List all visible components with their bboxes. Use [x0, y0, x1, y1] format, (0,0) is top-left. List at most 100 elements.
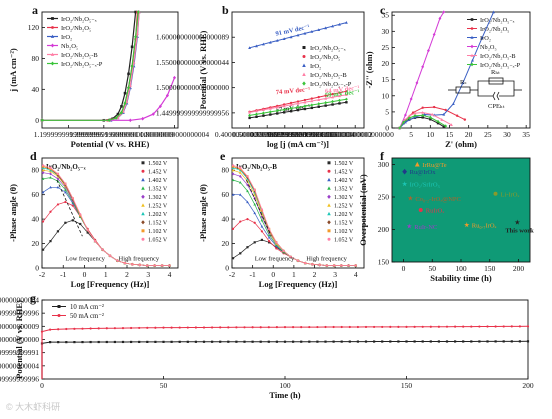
tafel-slope-label: 64 mV dec⁻¹ — [325, 85, 360, 96]
comparison-point — [407, 195, 414, 201]
panel-g-ylabel: Potential (V vs. RHE) — [14, 300, 24, 379]
series-g-point — [348, 325, 351, 329]
series-d-point — [160, 264, 164, 267]
series-g-point — [405, 340, 408, 343]
series-b-point — [310, 30, 314, 33]
series-g-point — [65, 327, 68, 331]
legend-d-marker — [141, 186, 145, 190]
series-g-point — [373, 340, 376, 343]
legend-d-marker — [141, 237, 145, 241]
series-c-point — [438, 16, 442, 21]
series-d-point — [64, 221, 67, 224]
series-b-point — [317, 105, 320, 108]
series-g-point — [146, 340, 149, 344]
panel-e-xtick-label: 3 — [333, 270, 337, 279]
series-g-point — [235, 326, 238, 329]
series-g-point — [81, 327, 84, 330]
panel-d-frame — [41, 157, 179, 269]
series-g-point — [429, 325, 432, 328]
series-e-point — [238, 174, 242, 178]
series-d-point — [49, 185, 52, 189]
series-a-point — [134, 10, 137, 14]
series-g-point — [97, 340, 100, 344]
legend-e-marker — [327, 194, 331, 199]
series-b-point — [317, 95, 320, 99]
series-b-point — [317, 102, 321, 106]
series-b-point — [248, 46, 252, 50]
panel-d-xtick-label: -2 — [39, 270, 45, 279]
panel-g-ytick-label: 1.69999999999999996 — [0, 309, 39, 318]
series-g-point — [283, 340, 287, 343]
series-d-point — [64, 188, 67, 191]
legend-g-marker — [57, 314, 61, 317]
legend-a-marker — [50, 61, 55, 66]
series-b-point — [282, 111, 286, 114]
series-b-point — [282, 103, 286, 106]
series-a-point — [116, 112, 120, 116]
legend-d-marker — [141, 177, 145, 182]
series-b-point — [296, 100, 300, 103]
series-c-point — [451, 102, 455, 106]
series-d-point — [64, 200, 67, 204]
comparison-point — [406, 223, 412, 229]
series-c-point — [428, 115, 432, 120]
trend-arrow — [56, 179, 83, 237]
series-g-point — [470, 325, 473, 328]
panel-b-ytick-label: 1.449999999999999956 — [156, 108, 229, 117]
series-g-point — [243, 326, 246, 329]
panel-d-ytick-label: 60 — [32, 190, 40, 199]
panel-b-letter: b — [222, 3, 229, 17]
legend-e-label: 1.102 V — [334, 229, 354, 235]
legend-d-marker — [141, 194, 145, 199]
series-a-point — [158, 104, 162, 109]
series-e-point — [260, 218, 264, 222]
series-g-point — [421, 325, 424, 328]
series-a-point — [130, 64, 134, 68]
series-b-point — [303, 107, 307, 111]
series-c-point — [421, 116, 424, 119]
panel-b-xtick-label: 0.40000000000000002 — [215, 130, 285, 139]
panel-c-ytick-label: 25 — [382, 43, 390, 52]
panel-g-xtick-label: 100 — [279, 381, 291, 390]
comparison-label: IrRu@Te — [422, 162, 446, 169]
trend-arrow — [246, 179, 272, 237]
series-e-point — [239, 167, 242, 171]
series-b-point — [338, 102, 341, 105]
legend-a-marker — [50, 52, 55, 56]
series-d-point — [71, 219, 74, 222]
series-d-point — [49, 166, 52, 169]
legend-b-label: IrO₂ — [310, 63, 321, 70]
series-g-point — [308, 325, 311, 329]
series-g-point — [154, 340, 157, 343]
series-g-point — [316, 325, 319, 329]
series-g-point — [49, 328, 52, 331]
series-e-point — [325, 264, 328, 267]
series-c-point — [413, 114, 417, 118]
legend-e-label: 1.202 V — [334, 212, 354, 218]
series-g-point — [494, 340, 497, 343]
series-b-point — [261, 42, 265, 46]
series-g-point — [445, 325, 449, 328]
panel-e-ytick-label: 0 — [225, 264, 229, 273]
legend-c-marker — [470, 27, 474, 30]
legend-d-label: 1.202 V — [148, 212, 168, 218]
series-a-point — [128, 118, 132, 123]
annotation-high-frequency: High frequency — [306, 256, 347, 263]
series-b-point — [275, 109, 279, 113]
legend-c-label: IrO₂/Nb₂O₅ — [480, 26, 509, 33]
series-d-point — [138, 263, 141, 267]
series-b-point — [262, 114, 265, 117]
series-b-point — [268, 107, 272, 110]
series-b-point — [255, 115, 258, 118]
series-d-point — [123, 262, 126, 265]
series-d-point — [64, 182, 67, 185]
series-c-point — [449, 123, 453, 126]
panel-a-xtick-label: 1.80000000000000004 — [140, 130, 210, 139]
series-c-point — [442, 10, 446, 14]
circuit-label-cpe: CPEₕₜ — [488, 103, 505, 110]
series-c-point — [423, 112, 427, 116]
series-c-point — [407, 116, 411, 120]
series-g-point — [267, 326, 270, 329]
series-e-point — [268, 227, 271, 230]
series-b-point — [276, 112, 279, 115]
